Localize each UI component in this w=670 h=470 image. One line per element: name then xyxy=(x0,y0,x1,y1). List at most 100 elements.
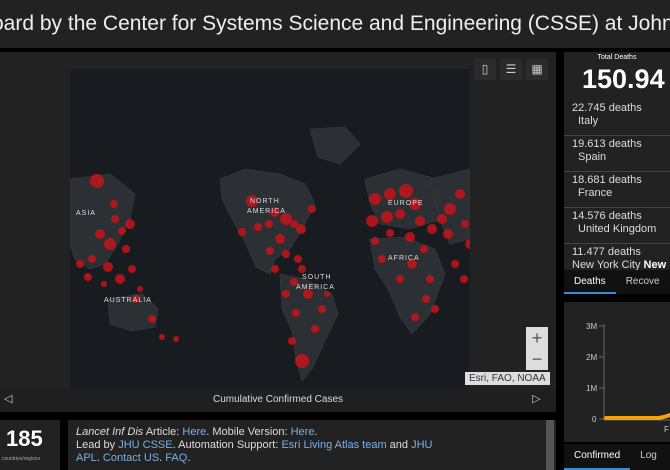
case-bubble[interactable] xyxy=(122,245,130,253)
case-bubble[interactable] xyxy=(409,198,421,210)
case-bubble[interactable] xyxy=(422,295,430,303)
case-bubble[interactable] xyxy=(76,260,84,268)
apl-link[interactable]: APL xyxy=(76,452,97,464)
case-bubble[interactable] xyxy=(308,205,316,213)
case-bubble[interactable] xyxy=(465,239,470,249)
case-bubble[interactable] xyxy=(118,227,126,235)
case-bubble[interactable] xyxy=(444,203,456,215)
prev-map-icon[interactable]: ◁ xyxy=(4,393,13,405)
case-bubble[interactable] xyxy=(132,295,140,303)
case-bubble[interactable] xyxy=(280,213,292,225)
case-bubble[interactable] xyxy=(420,245,428,253)
case-bubble[interactable] xyxy=(290,278,298,286)
case-bubble[interactable] xyxy=(426,275,434,283)
case-bubble[interactable] xyxy=(128,265,136,273)
case-bubble[interactable] xyxy=(443,229,453,239)
case-bubble[interactable] xyxy=(384,188,396,200)
list-item[interactable]: 22.745 deaths Italy xyxy=(564,100,670,136)
next-map-icon[interactable]: ▷ xyxy=(532,393,541,405)
case-bubble[interactable] xyxy=(298,265,306,273)
case-bubble[interactable] xyxy=(386,229,394,237)
case-bubble[interactable] xyxy=(95,229,105,239)
case-bubble[interactable] xyxy=(266,247,274,255)
tab-log[interactable]: Log xyxy=(640,450,657,461)
jhu-link[interactable]: JHU xyxy=(411,439,433,451)
faq-link[interactable]: FAQ xyxy=(165,452,188,464)
case-bubble[interactable] xyxy=(88,255,96,263)
case-bubble[interactable] xyxy=(115,274,125,284)
qr-code-icon[interactable]: ▦ xyxy=(526,58,548,80)
list-item[interactable]: 18.681 deaths France xyxy=(564,172,670,208)
list-item[interactable]: 19.613 deaths Spain xyxy=(564,136,670,172)
tab-confirmed[interactable]: Confirmed xyxy=(564,444,631,470)
case-bubble[interactable] xyxy=(381,211,393,223)
case-bubble[interactable] xyxy=(103,262,113,272)
case-bubble[interactable] xyxy=(405,232,415,242)
case-bubble[interactable] xyxy=(369,193,381,205)
case-bubble[interactable] xyxy=(324,291,330,297)
case-bubble[interactable] xyxy=(395,209,405,219)
tab-recovered[interactable]: Recove xyxy=(625,276,660,287)
case-bubble[interactable] xyxy=(137,286,143,292)
case-bubble[interactable] xyxy=(101,281,107,287)
case-bubble[interactable] xyxy=(303,289,313,299)
case-bubble[interactable] xyxy=(173,336,179,342)
case-bubble[interactable] xyxy=(411,313,419,321)
case-bubble[interactable] xyxy=(294,255,302,263)
bookmark-icon[interactable]: ▯ xyxy=(474,58,496,80)
case-bubble[interactable] xyxy=(148,315,156,323)
case-bubble[interactable] xyxy=(431,305,439,313)
case-bubble[interactable] xyxy=(282,250,290,258)
case-bubble[interactable] xyxy=(290,220,298,228)
case-bubble[interactable] xyxy=(111,215,119,223)
case-bubble[interactable] xyxy=(159,334,165,340)
case-bubble[interactable] xyxy=(460,275,468,283)
case-bubble[interactable] xyxy=(415,216,425,226)
list-item[interactable]: 11.477 deaths New York City New xyxy=(564,244,670,270)
case-bubble[interactable] xyxy=(238,228,246,236)
list-icon[interactable]: ☰ xyxy=(500,58,522,80)
case-bubble[interactable] xyxy=(254,223,262,231)
mobile-version-link[interactable]: Here xyxy=(290,426,315,438)
case-bubble[interactable] xyxy=(318,305,326,313)
tab-deaths[interactable]: Deaths xyxy=(564,270,616,294)
case-bubble[interactable] xyxy=(427,224,437,234)
case-bubble[interactable] xyxy=(311,325,319,333)
jhu-csse-link[interactable]: JHU CSSE xyxy=(118,439,173,451)
case-bubble[interactable] xyxy=(455,189,465,199)
case-bubble[interactable] xyxy=(396,275,404,283)
case-bubble[interactable] xyxy=(275,234,285,244)
deaths-list[interactable]: 22.745 deaths Italy 19.613 deaths Spain … xyxy=(564,100,670,270)
case-bubble[interactable] xyxy=(378,255,386,263)
case-bubble[interactable] xyxy=(125,219,135,229)
list-item[interactable]: 14.576 deaths United Kingdom xyxy=(564,208,670,244)
case-bubble[interactable] xyxy=(437,214,447,224)
case-bubble[interactable] xyxy=(451,260,459,268)
case-bubble[interactable] xyxy=(270,207,280,217)
esri-living-atlas-link[interactable]: Esri Living Atlas team xyxy=(281,439,387,451)
case-bubble[interactable] xyxy=(282,290,290,298)
zoom-out-button[interactable]: − xyxy=(526,348,548,370)
case-bubble[interactable] xyxy=(104,238,116,250)
case-bubble[interactable] xyxy=(246,195,258,207)
case-bubble[interactable] xyxy=(461,220,469,228)
case-bubble[interactable] xyxy=(295,354,309,368)
case-bubble[interactable] xyxy=(288,337,296,345)
case-bubble[interactable] xyxy=(292,309,300,317)
case-bubble[interactable] xyxy=(271,265,279,273)
case-bubble[interactable] xyxy=(265,220,273,228)
case-bubble[interactable] xyxy=(84,273,92,281)
info-scrollbar[interactable] xyxy=(546,420,554,470)
case-bubble[interactable] xyxy=(399,184,413,198)
zoom-in-button[interactable]: + xyxy=(526,327,548,349)
case-bubble[interactable] xyxy=(110,200,118,208)
case-bubble[interactable] xyxy=(90,174,104,188)
case-bubble[interactable] xyxy=(366,215,378,227)
case-bubble[interactable] xyxy=(407,259,417,269)
article-link[interactable]: Here xyxy=(182,426,207,438)
cases-chart: 3M 2M 1M 0 F xyxy=(586,322,670,434)
world-map[interactable]: ASIA NORTH AMERICA EUROPE AFRICA SOUTH A… xyxy=(70,69,470,389)
case-bubble[interactable] xyxy=(371,237,379,245)
contact-us-link[interactable]: Contact US xyxy=(102,452,160,464)
case-bubble[interactable] xyxy=(296,224,306,234)
